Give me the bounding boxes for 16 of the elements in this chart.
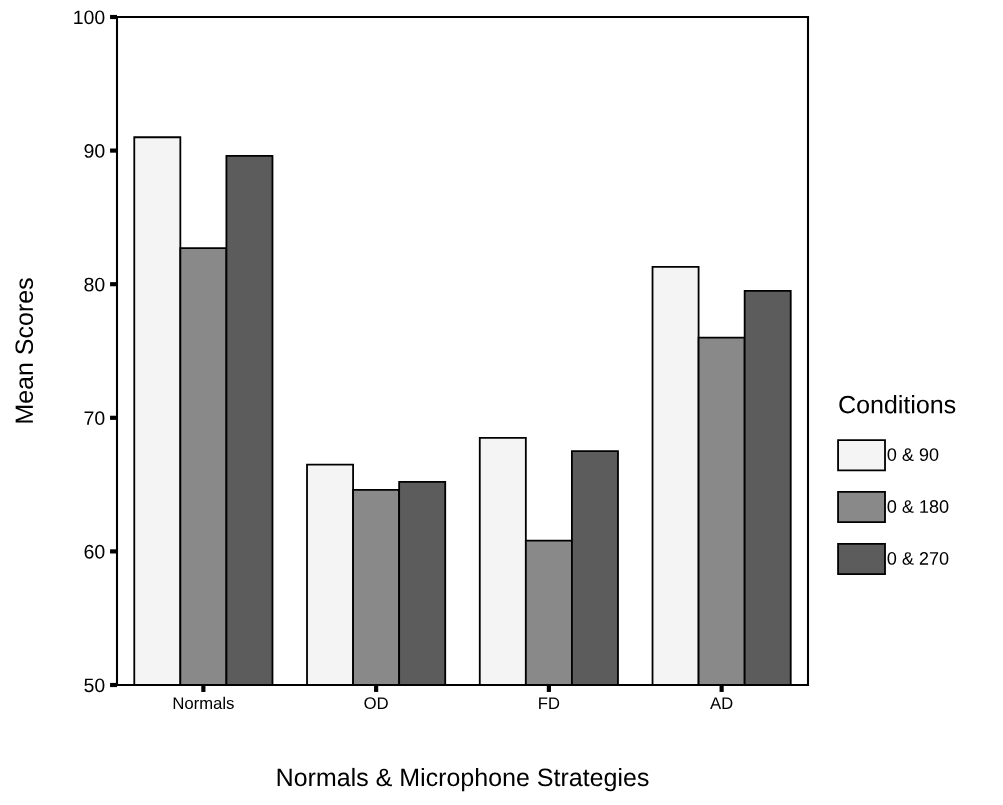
y-tick-label: 90 [84,144,105,158]
x-tick-label: OD [364,697,388,710]
y-tick-label: 70 [84,411,105,426]
y-tick-label: 60 [84,544,105,559]
legend-title: Conditions [839,395,956,414]
y-tick-label: 80 [84,277,105,292]
x-tick-label: AD [710,697,733,709]
y-tick-label: 100 [74,10,105,25]
y-axis-title: Mean Scores [15,278,34,423]
x-tick-label: FD [539,697,560,709]
legend-label: 0 & 90 [887,448,939,461]
legend-label: 0 & 270 [887,552,949,565]
x-tick-label: Normals [173,696,234,710]
y-tick-label: 50 [84,678,105,693]
x-axis-title: Normals & Microphone Strategies [277,767,649,792]
legend-label: 0 & 180 [887,500,949,513]
